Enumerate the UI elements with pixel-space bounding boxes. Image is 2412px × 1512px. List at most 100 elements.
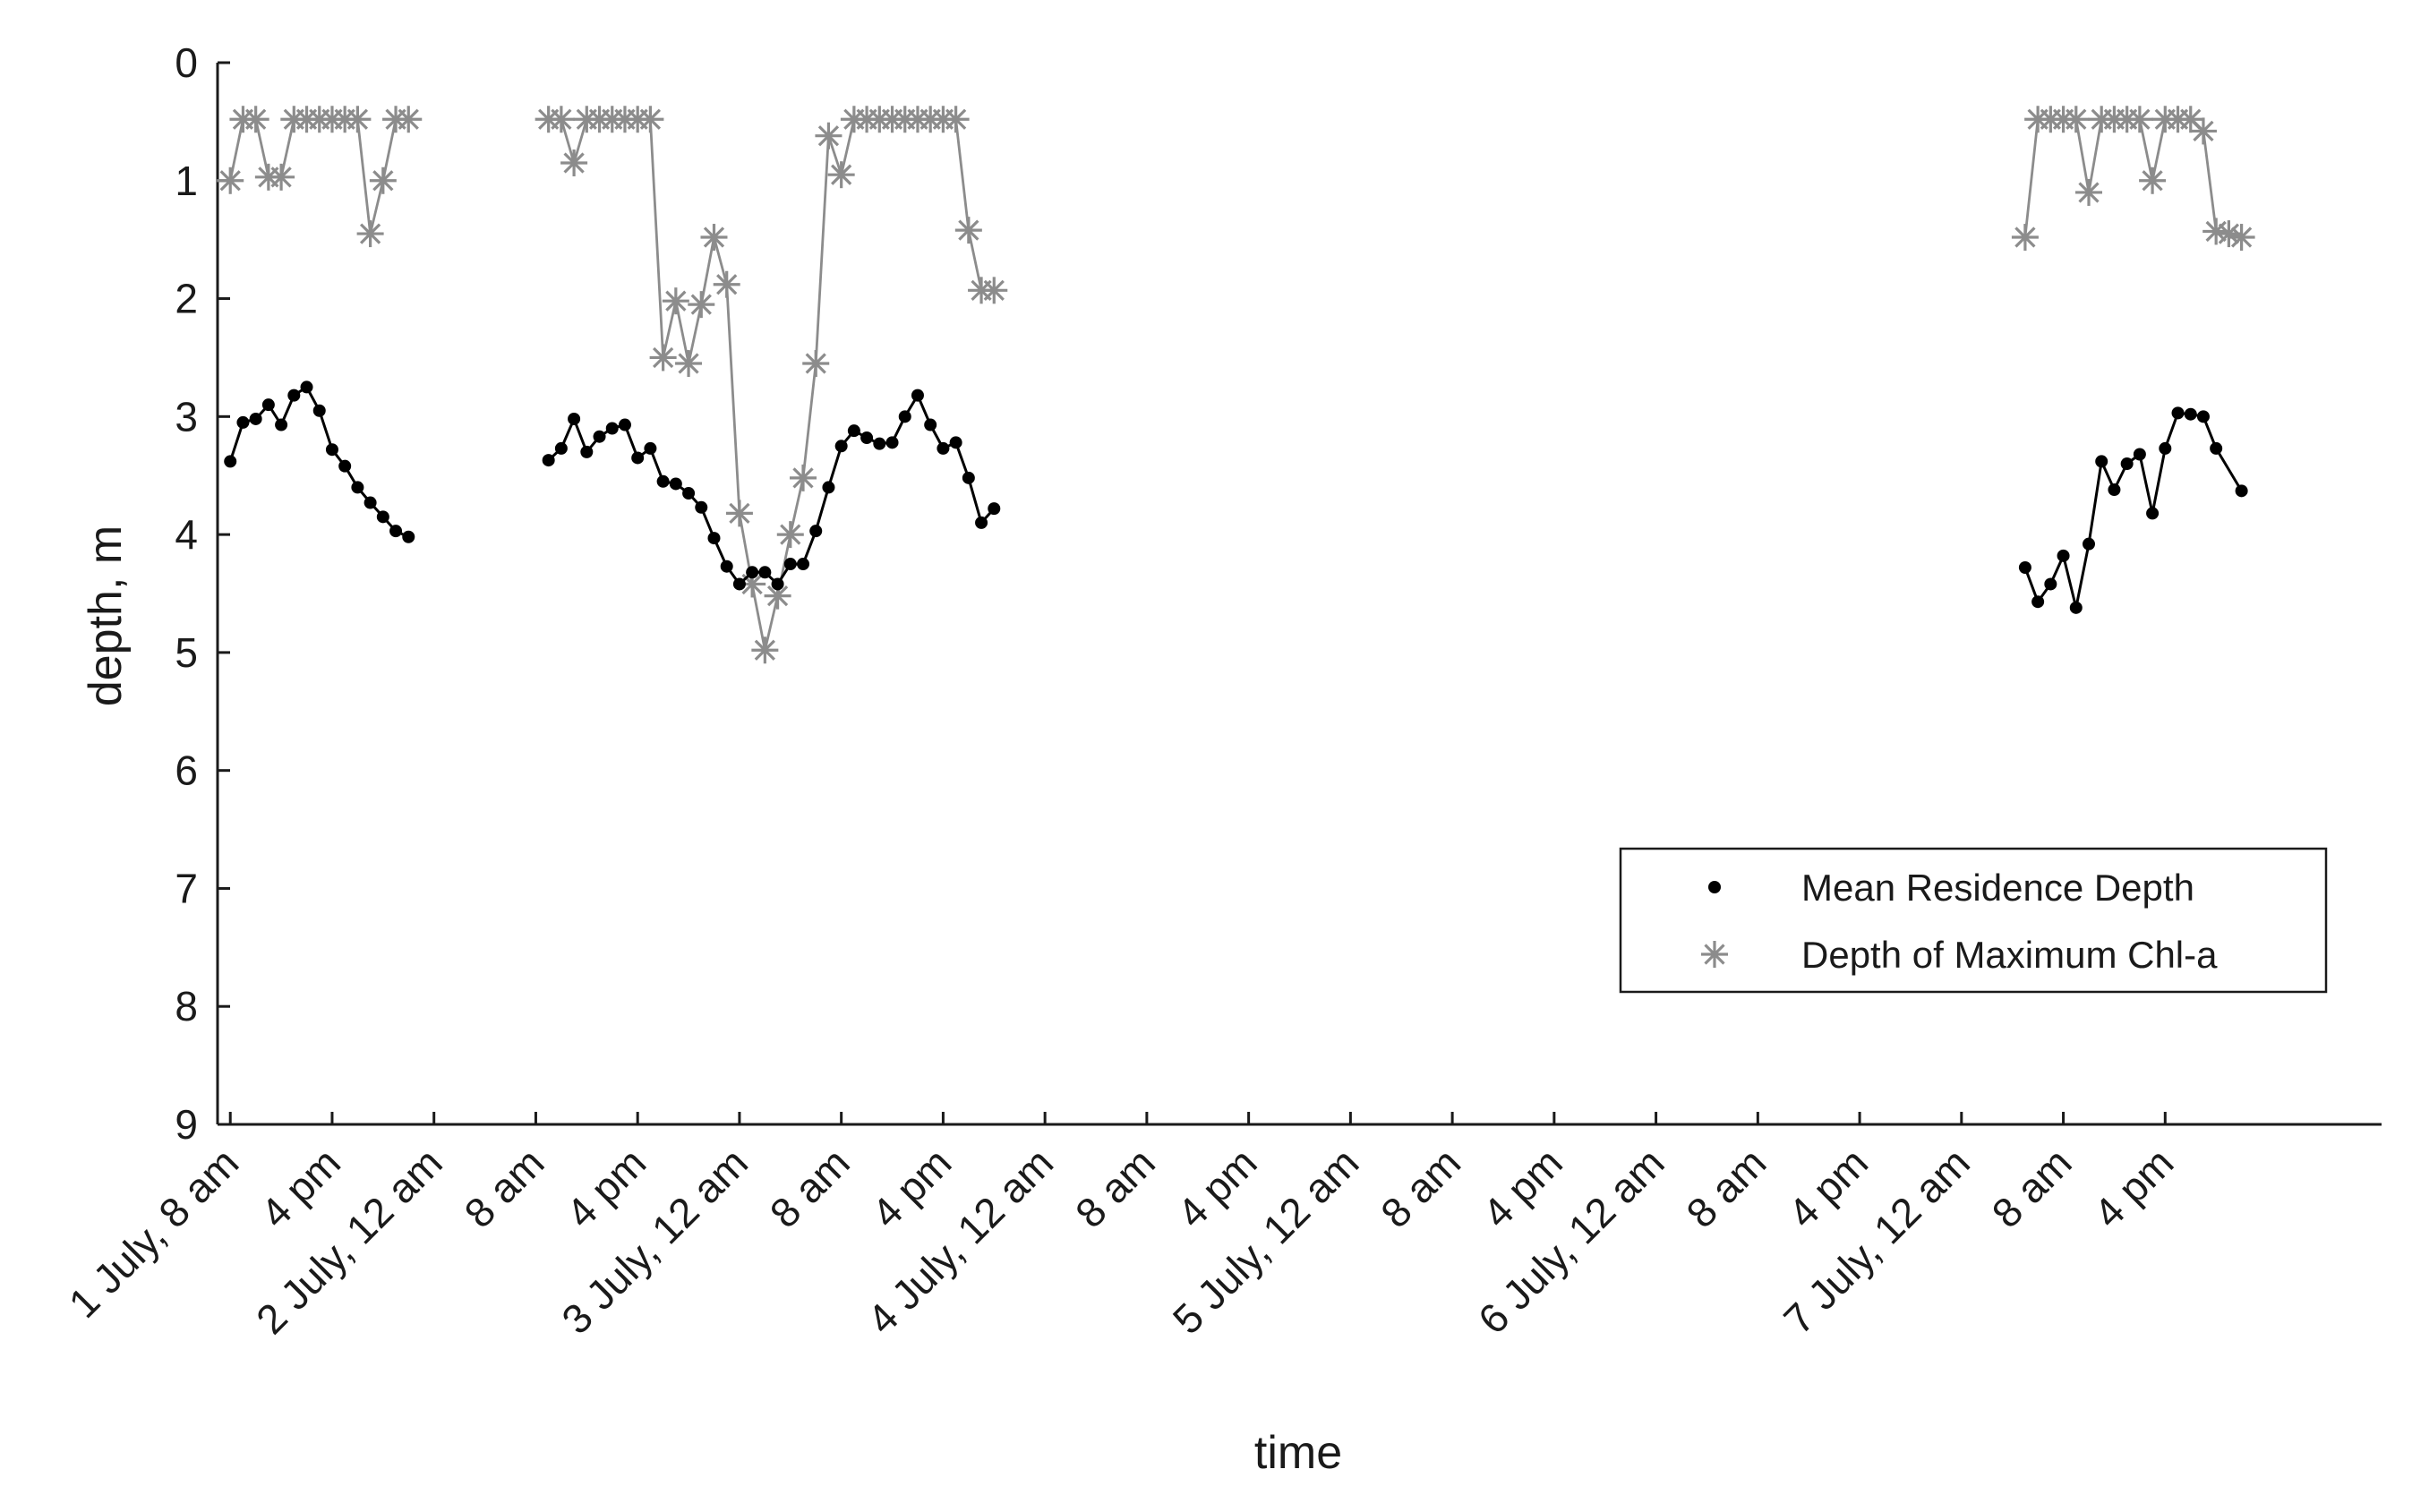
series-mean-residence-depth xyxy=(224,380,2248,614)
data-point-mean-residence-depth xyxy=(351,481,364,494)
data-point-mean-residence-depth xyxy=(2108,483,2121,497)
data-point-depth-max-chl-a xyxy=(942,106,970,133)
data-point-depth-max-chl-a xyxy=(395,106,423,133)
data-point-depth-max-chl-a xyxy=(649,344,677,372)
data-point-depth-max-chl-a xyxy=(980,277,1008,304)
data-point-mean-residence-depth xyxy=(911,389,924,402)
y-axis-title: depth, m xyxy=(80,525,132,706)
data-point-mean-residence-depth xyxy=(2235,484,2248,498)
data-point-mean-residence-depth xyxy=(554,441,568,455)
y-tick-label: 9 xyxy=(175,1101,198,1148)
series-line-mean-residence-depth xyxy=(2023,411,2243,610)
data-point-depth-max-chl-a xyxy=(827,161,855,189)
data-point-mean-residence-depth xyxy=(822,481,835,494)
data-point-mean-residence-depth xyxy=(618,418,631,431)
data-point-mean-residence-depth xyxy=(707,532,721,545)
x-tick-label: 1 July, 8 am xyxy=(60,1139,248,1327)
legend: Mean Residence Depth Depth of Maximum Ch… xyxy=(1619,847,2328,994)
data-point-mean-residence-depth xyxy=(2196,410,2210,423)
data-point-depth-max-chl-a xyxy=(637,106,664,133)
data-point-depth-max-chl-a xyxy=(2228,224,2255,252)
data-point-mean-residence-depth xyxy=(287,389,301,402)
data-point-depth-max-chl-a xyxy=(776,521,804,549)
data-point-mean-residence-depth xyxy=(2146,507,2160,520)
data-point-mean-residence-depth xyxy=(376,510,389,524)
data-point-mean-residence-depth xyxy=(2210,441,2223,455)
data-point-depth-max-chl-a xyxy=(700,224,728,252)
legend-asterisk xyxy=(1701,941,1728,968)
data-point-mean-residence-depth xyxy=(300,380,313,394)
x-tick-label: 8 am xyxy=(761,1139,859,1236)
x-tick-label: 8 am xyxy=(1983,1139,2081,1236)
data-point-mean-residence-depth xyxy=(2044,577,2057,591)
data-point-mean-residence-depth xyxy=(542,454,555,467)
data-point-mean-residence-depth xyxy=(2133,448,2146,461)
series-line-depth-max-chl-a xyxy=(548,117,995,652)
series-layer xyxy=(217,106,2255,664)
data-point-depth-max-chl-a xyxy=(790,464,817,491)
data-point-depth-max-chl-a xyxy=(662,287,689,315)
data-point-mean-residence-depth xyxy=(783,558,797,571)
data-point-mean-residence-depth xyxy=(695,500,708,514)
data-point-mean-residence-depth xyxy=(2057,549,2070,562)
data-point-depth-max-chl-a xyxy=(954,217,982,244)
data-point-depth-max-chl-a xyxy=(2189,117,2217,145)
data-point-mean-residence-depth xyxy=(860,431,874,445)
data-point-mean-residence-depth xyxy=(758,566,772,579)
data-point-mean-residence-depth xyxy=(682,486,696,500)
data-point-depth-max-chl-a xyxy=(217,167,244,194)
y-tick-label: 2 xyxy=(175,276,198,322)
data-point-depth-max-chl-a xyxy=(268,163,295,191)
data-point-mean-residence-depth xyxy=(275,418,288,431)
data-point-depth-max-chl-a xyxy=(547,106,575,133)
y-tick-label: 5 xyxy=(175,629,198,676)
data-point-depth-max-chl-a xyxy=(2139,167,2167,194)
x-axis-title: time xyxy=(1254,1427,1342,1479)
x-tick-label: 8 am xyxy=(1372,1139,1469,1236)
data-point-mean-residence-depth xyxy=(364,496,377,509)
y-tick-label: 4 xyxy=(175,511,198,558)
legend-label-depth-max-chl-a: Depth of Maximum Chl-a xyxy=(1801,934,2218,976)
data-point-mean-residence-depth xyxy=(325,443,338,457)
data-point-mean-residence-depth xyxy=(898,410,911,423)
data-point-depth-max-chl-a xyxy=(675,350,703,378)
data-point-mean-residence-depth xyxy=(797,558,810,571)
data-point-depth-max-chl-a xyxy=(751,636,779,664)
data-point-mean-residence-depth xyxy=(2184,407,2197,421)
data-point-depth-max-chl-a xyxy=(344,106,372,133)
x-tick-label: 3 July, 12 am xyxy=(552,1139,757,1343)
y-tick-label: 6 xyxy=(175,747,198,794)
data-point-depth-max-chl-a xyxy=(802,350,830,378)
x-tick-label: 8 am xyxy=(455,1139,552,1236)
data-point-depth-max-chl-a xyxy=(2125,106,2153,133)
data-point-mean-residence-depth xyxy=(732,577,746,591)
data-point-mean-residence-depth xyxy=(809,525,823,538)
data-point-depth-max-chl-a xyxy=(560,149,588,177)
x-tick-label: 7 July, 12 am xyxy=(1775,1139,1979,1343)
data-point-mean-residence-depth xyxy=(631,451,645,465)
data-point-mean-residence-depth xyxy=(568,412,581,425)
x-tick-label: 4 July, 12 am xyxy=(858,1139,1062,1343)
y-tick-label: 8 xyxy=(175,983,198,1029)
data-point-mean-residence-depth xyxy=(593,430,606,443)
x-tick-label: 8 am xyxy=(1066,1139,1164,1236)
data-point-mean-residence-depth xyxy=(962,471,975,484)
data-point-mean-residence-depth xyxy=(644,441,657,455)
data-point-mean-residence-depth xyxy=(2095,455,2108,468)
data-point-mean-residence-depth xyxy=(949,436,962,449)
x-tick-label: 6 July, 12 am xyxy=(1469,1139,1673,1343)
data-point-mean-residence-depth xyxy=(312,404,326,417)
data-point-mean-residence-depth xyxy=(605,422,619,435)
data-point-mean-residence-depth xyxy=(2069,601,2083,614)
x-tick-label: 8 am xyxy=(1677,1139,1775,1236)
data-point-mean-residence-depth xyxy=(924,418,937,431)
data-point-mean-residence-depth xyxy=(834,440,848,453)
data-point-mean-residence-depth xyxy=(249,412,262,425)
y-axis-ticks: 0 1 2 3 4 5 6 7 8 9 xyxy=(175,39,230,1148)
data-point-mean-residence-depth xyxy=(669,477,682,491)
y-tick-label: 0 xyxy=(175,39,198,86)
x-tick-label: 5 July, 12 am xyxy=(1164,1139,1368,1343)
data-point-mean-residence-depth xyxy=(847,424,860,438)
y-tick-label: 1 xyxy=(175,158,198,204)
y-tick-label: 7 xyxy=(175,865,198,911)
